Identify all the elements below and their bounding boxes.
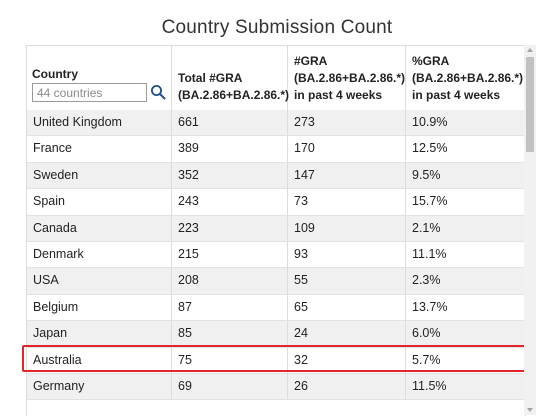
search-icon[interactable]	[150, 84, 166, 100]
cell-recent: 55	[288, 268, 406, 294]
table-row[interactable]: USA 208 55 2.3%	[27, 268, 525, 295]
cell-total: 208	[172, 268, 288, 294]
cell-recent: 32	[288, 347, 406, 373]
cell-total: 85	[172, 321, 288, 347]
table-row-highlighted[interactable]: Australia 75 32 5.7%	[27, 347, 525, 374]
cell-percent: 15.7%	[412, 194, 448, 209]
header-total-line1: Total #GRA	[178, 71, 243, 85]
column-header-country[interactable]: Country	[27, 46, 172, 110]
cell-percent: 2.1%	[412, 220, 441, 235]
cell-country: Sweden	[27, 162, 172, 189]
cell-total: 389	[172, 136, 288, 162]
cell-country: USA	[27, 268, 172, 294]
page-title: Country Submission Count	[161, 17, 393, 38]
cell-total: 352	[172, 162, 288, 189]
scroll-up-icon[interactable]	[527, 48, 533, 52]
cell-total: 87	[172, 294, 288, 321]
table-row[interactable]: Denmark 215 93 11.1%	[27, 241, 525, 269]
header-percent-line3: in past 4 weeks	[412, 88, 501, 102]
cell-recent: 93	[288, 241, 406, 268]
header-recent-line1: #GRA	[294, 54, 328, 68]
cell-percent: 13.7%	[412, 299, 448, 314]
cell-recent: 273	[288, 110, 406, 136]
cell-percent: 2.3%	[412, 273, 441, 288]
header-percent-line1: %GRA	[412, 54, 450, 68]
table-row[interactable]: Sweden 352 147 9.5%	[27, 162, 525, 190]
table-row[interactable]: Belgium 87 65 13.7%	[27, 294, 525, 322]
cell-country: Belgium	[27, 294, 172, 321]
cell-percent: 11.5%	[412, 378, 447, 393]
cell-recent: 73	[288, 189, 406, 215]
header-total-line2: (BA.2.86+BA.2.86.*)	[178, 88, 290, 102]
cell-total: 215	[172, 241, 288, 268]
column-label-country: Country	[32, 67, 78, 81]
vertical-scrollbar[interactable]	[524, 45, 536, 415]
cell-percent: 12.5%	[412, 141, 448, 156]
scrollbar-thumb[interactable]	[526, 57, 534, 152]
cell-recent: 26	[288, 373, 406, 400]
cell-percent: 5.7%	[412, 352, 441, 367]
cell-total: 69	[172, 373, 288, 400]
cell-country: Japan	[27, 321, 172, 347]
cell-total: 243	[172, 189, 288, 215]
cell-recent: 170	[288, 136, 406, 162]
cell-recent: 65	[288, 294, 406, 321]
table-row[interactable]: Spain 243 73 15.7%	[27, 189, 525, 216]
cell-country: Germany	[27, 373, 172, 400]
table-row[interactable]: United Kingdom 661 273 10.9%	[27, 110, 525, 137]
cell-country: United Kingdom	[27, 110, 172, 136]
column-header-total[interactable]: Total #GRA (BA.2.86+BA.2.86.*)	[172, 46, 290, 110]
table-row[interactable]: Canada 223 109 2.1%	[27, 215, 525, 242]
cell-country: Australia	[27, 347, 172, 373]
cell-total: 223	[172, 215, 288, 241]
country-search-input[interactable]	[32, 83, 147, 102]
table-header: Country Total #GRA (BA.2.86+BA.2.86.*) #…	[27, 46, 525, 111]
cell-total: 661	[172, 110, 288, 136]
header-percent-line2: (BA.2.86+BA.2.86.*)	[412, 71, 524, 85]
header-recent-line3: in past 4 weeks	[294, 88, 383, 102]
cell-percent: 6.0%	[412, 326, 441, 341]
cell-recent: 24	[288, 321, 406, 347]
cell-percent: 10.9%	[412, 115, 448, 129]
table-row[interactable]: Japan 85 24 6.0%	[27, 321, 525, 348]
table-row[interactable]: France 389 170 12.5%	[27, 136, 525, 163]
cell-total: 75	[172, 347, 288, 373]
scroll-down-icon[interactable]	[527, 408, 533, 412]
cell-country: Spain	[27, 189, 172, 215]
country-table: Country Total #GRA (BA.2.86+BA.2.86.*) #…	[26, 45, 526, 416]
cell-percent: 9.5%	[412, 167, 441, 182]
column-header-percent[interactable]: %GRA (BA.2.86+BA.2.86.*) in past 4 weeks	[406, 46, 525, 110]
column-header-recent[interactable]: #GRA (BA.2.86+BA.2.86.*) in past 4 weeks	[288, 46, 406, 110]
cell-country: France	[27, 136, 172, 162]
table-body: United Kingdom 661 273 10.9% France 389 170 12…	[27, 110, 525, 401]
table-row[interactable]: Germany 69 26 11.5%	[27, 373, 525, 401]
cell-recent: 109	[288, 215, 406, 241]
cell-recent: 147	[288, 162, 406, 189]
cell-country: Denmark	[27, 241, 172, 268]
header-recent-line2: (BA.2.86+BA.2.86.*)	[294, 71, 406, 85]
cell-percent: 11.1%	[412, 246, 447, 261]
cell-country: Canada	[27, 215, 172, 241]
